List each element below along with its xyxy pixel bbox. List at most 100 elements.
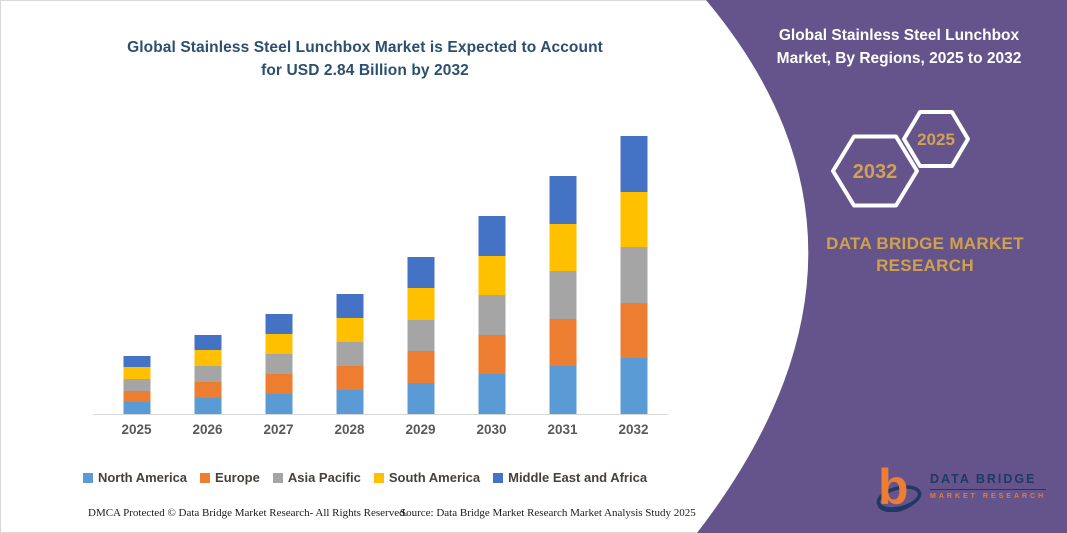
panel-title-line1: Global Stainless Steel Lunchbox <box>778 27 1020 44</box>
bar-slot-2028 <box>314 120 385 414</box>
segment-europe <box>265 374 292 394</box>
segment-asia-pacific <box>123 378 150 391</box>
segment-asia-pacific <box>407 319 434 351</box>
segment-europe <box>123 390 150 403</box>
segment-south-america <box>549 223 576 272</box>
logo-swoosh-front <box>877 494 920 512</box>
legend-label: North America <box>97 470 188 485</box>
legend-label: South America <box>388 470 481 485</box>
legend-swatch <box>200 472 211 483</box>
logo-orbit-swoosh <box>876 485 922 511</box>
legend-swatch <box>373 472 384 483</box>
segment-north-america <box>123 402 150 414</box>
x-axis-line <box>93 414 668 415</box>
segment-asia-pacific <box>549 271 576 319</box>
year-hexagons: 2025 2032 <box>831 110 970 208</box>
segment-asia-pacific <box>194 366 221 383</box>
segment-middle-east-and-africa <box>194 334 221 351</box>
segment-europe <box>620 302 647 359</box>
stacked-bar-2028 <box>336 293 363 414</box>
segment-north-america <box>407 382 434 414</box>
segment-south-america <box>336 317 363 342</box>
segment-asia-pacific <box>478 295 505 335</box>
segment-south-america <box>620 191 647 248</box>
x-tick-2032: 2032 <box>618 422 649 437</box>
hexagon-2032 <box>831 134 919 208</box>
brand-line1: DATA BRIDGE MARKET <box>826 234 1024 253</box>
bar-slot-2032 <box>598 120 669 414</box>
stacked-bar-2026 <box>194 334 221 414</box>
dbmr-logo: b DATA BRIDGE MARKET RESEARCH <box>876 460 1047 512</box>
stacked-bar-2030 <box>478 216 505 414</box>
purple-curve-shape <box>697 0 1067 533</box>
segment-europe <box>336 365 363 390</box>
legend-item-asia-pacific: Asia Pacific <box>272 470 361 485</box>
segment-middle-east-and-africa <box>478 216 505 256</box>
chart-title-line2: for USD 2.84 Billion by 2032 <box>261 62 469 79</box>
x-axis-labels: 2025 2026 2027 2028 2029 2030 2031 2032 <box>101 422 669 437</box>
stacked-bar-2032 <box>620 136 647 414</box>
source-note: Source: Data Bridge Market Research Mark… <box>400 507 696 519</box>
stacked-bar-plot <box>101 120 669 414</box>
legend-label: Europe <box>215 470 260 485</box>
logo-text: DATA BRIDGE MARKET RESEARCH <box>930 472 1047 500</box>
hexagon-2025 <box>902 110 970 168</box>
segment-north-america <box>265 394 292 414</box>
dbmr-logo-icon: b <box>876 460 922 512</box>
brand-wordmark: DATA BRIDGE MARKET RESEARCH <box>818 233 1032 277</box>
hexagon-2025-year: 2025 <box>917 130 955 149</box>
bar-slot-2025 <box>101 120 172 414</box>
panel-title: Global Stainless Steel Lunchbox Market, … <box>746 24 1052 70</box>
bar-slot-2031 <box>527 120 598 414</box>
segment-north-america <box>194 398 221 414</box>
segment-north-america <box>478 374 505 414</box>
brand-line2: RESEARCH <box>876 256 974 275</box>
legend-swatch <box>272 472 283 483</box>
bar-slot-2026 <box>172 120 243 414</box>
bar-slot-2030 <box>456 120 527 414</box>
panel-title-line2: Market, By Regions, 2025 to 2032 <box>776 50 1022 67</box>
segment-south-america <box>265 334 292 354</box>
segment-europe <box>407 351 434 383</box>
logo-name: DATA BRIDGE <box>930 472 1047 490</box>
legend-item-europe: Europe <box>200 470 260 485</box>
segment-north-america <box>549 366 576 414</box>
segment-south-america <box>407 288 434 320</box>
legend-label: Middle East and Africa <box>508 470 648 485</box>
legend-label: Asia Pacific <box>287 470 361 485</box>
stacked-bar-2025 <box>123 355 150 414</box>
segment-south-america <box>123 367 150 379</box>
segment-middle-east-and-africa <box>549 176 576 224</box>
legend-swatch <box>493 472 504 483</box>
x-tick-2027: 2027 <box>263 422 294 437</box>
segment-asia-pacific <box>620 247 647 303</box>
segment-europe <box>194 382 221 399</box>
x-tick-2025: 2025 <box>121 422 152 437</box>
segment-middle-east-and-africa <box>123 355 150 368</box>
segment-europe <box>549 318 576 367</box>
segment-north-america <box>336 389 363 414</box>
segment-asia-pacific <box>336 341 363 366</box>
hexagon-2032-year: 2032 <box>853 161 898 183</box>
dmca-notice: DMCA Protected © Data Bridge Market Rese… <box>88 507 408 519</box>
bar-slot-2027 <box>243 120 314 414</box>
x-tick-2028: 2028 <box>334 422 365 437</box>
x-tick-2029: 2029 <box>405 422 436 437</box>
segment-europe <box>478 334 505 375</box>
segment-middle-east-and-africa <box>407 256 434 288</box>
x-tick-2026: 2026 <box>192 422 223 437</box>
logo-subtitle: MARKET RESEARCH <box>930 493 1047 500</box>
segment-south-america <box>194 350 221 367</box>
chart-title: Global Stainless Steel Lunchbox Market i… <box>58 36 672 82</box>
stacked-bar-2027 <box>265 314 292 414</box>
segment-south-america <box>478 255 505 296</box>
segment-north-america <box>620 358 647 414</box>
stacked-bar-2029 <box>407 256 434 414</box>
chart-legend: North America Europe Asia Pacific South Ame… <box>58 470 672 485</box>
chart-title-line1: Global Stainless Steel Lunchbox Market i… <box>127 39 603 56</box>
legend-item-south-america: South America <box>373 470 481 485</box>
segment-middle-east-and-africa <box>336 293 363 318</box>
stacked-bar-2031 <box>549 176 576 414</box>
